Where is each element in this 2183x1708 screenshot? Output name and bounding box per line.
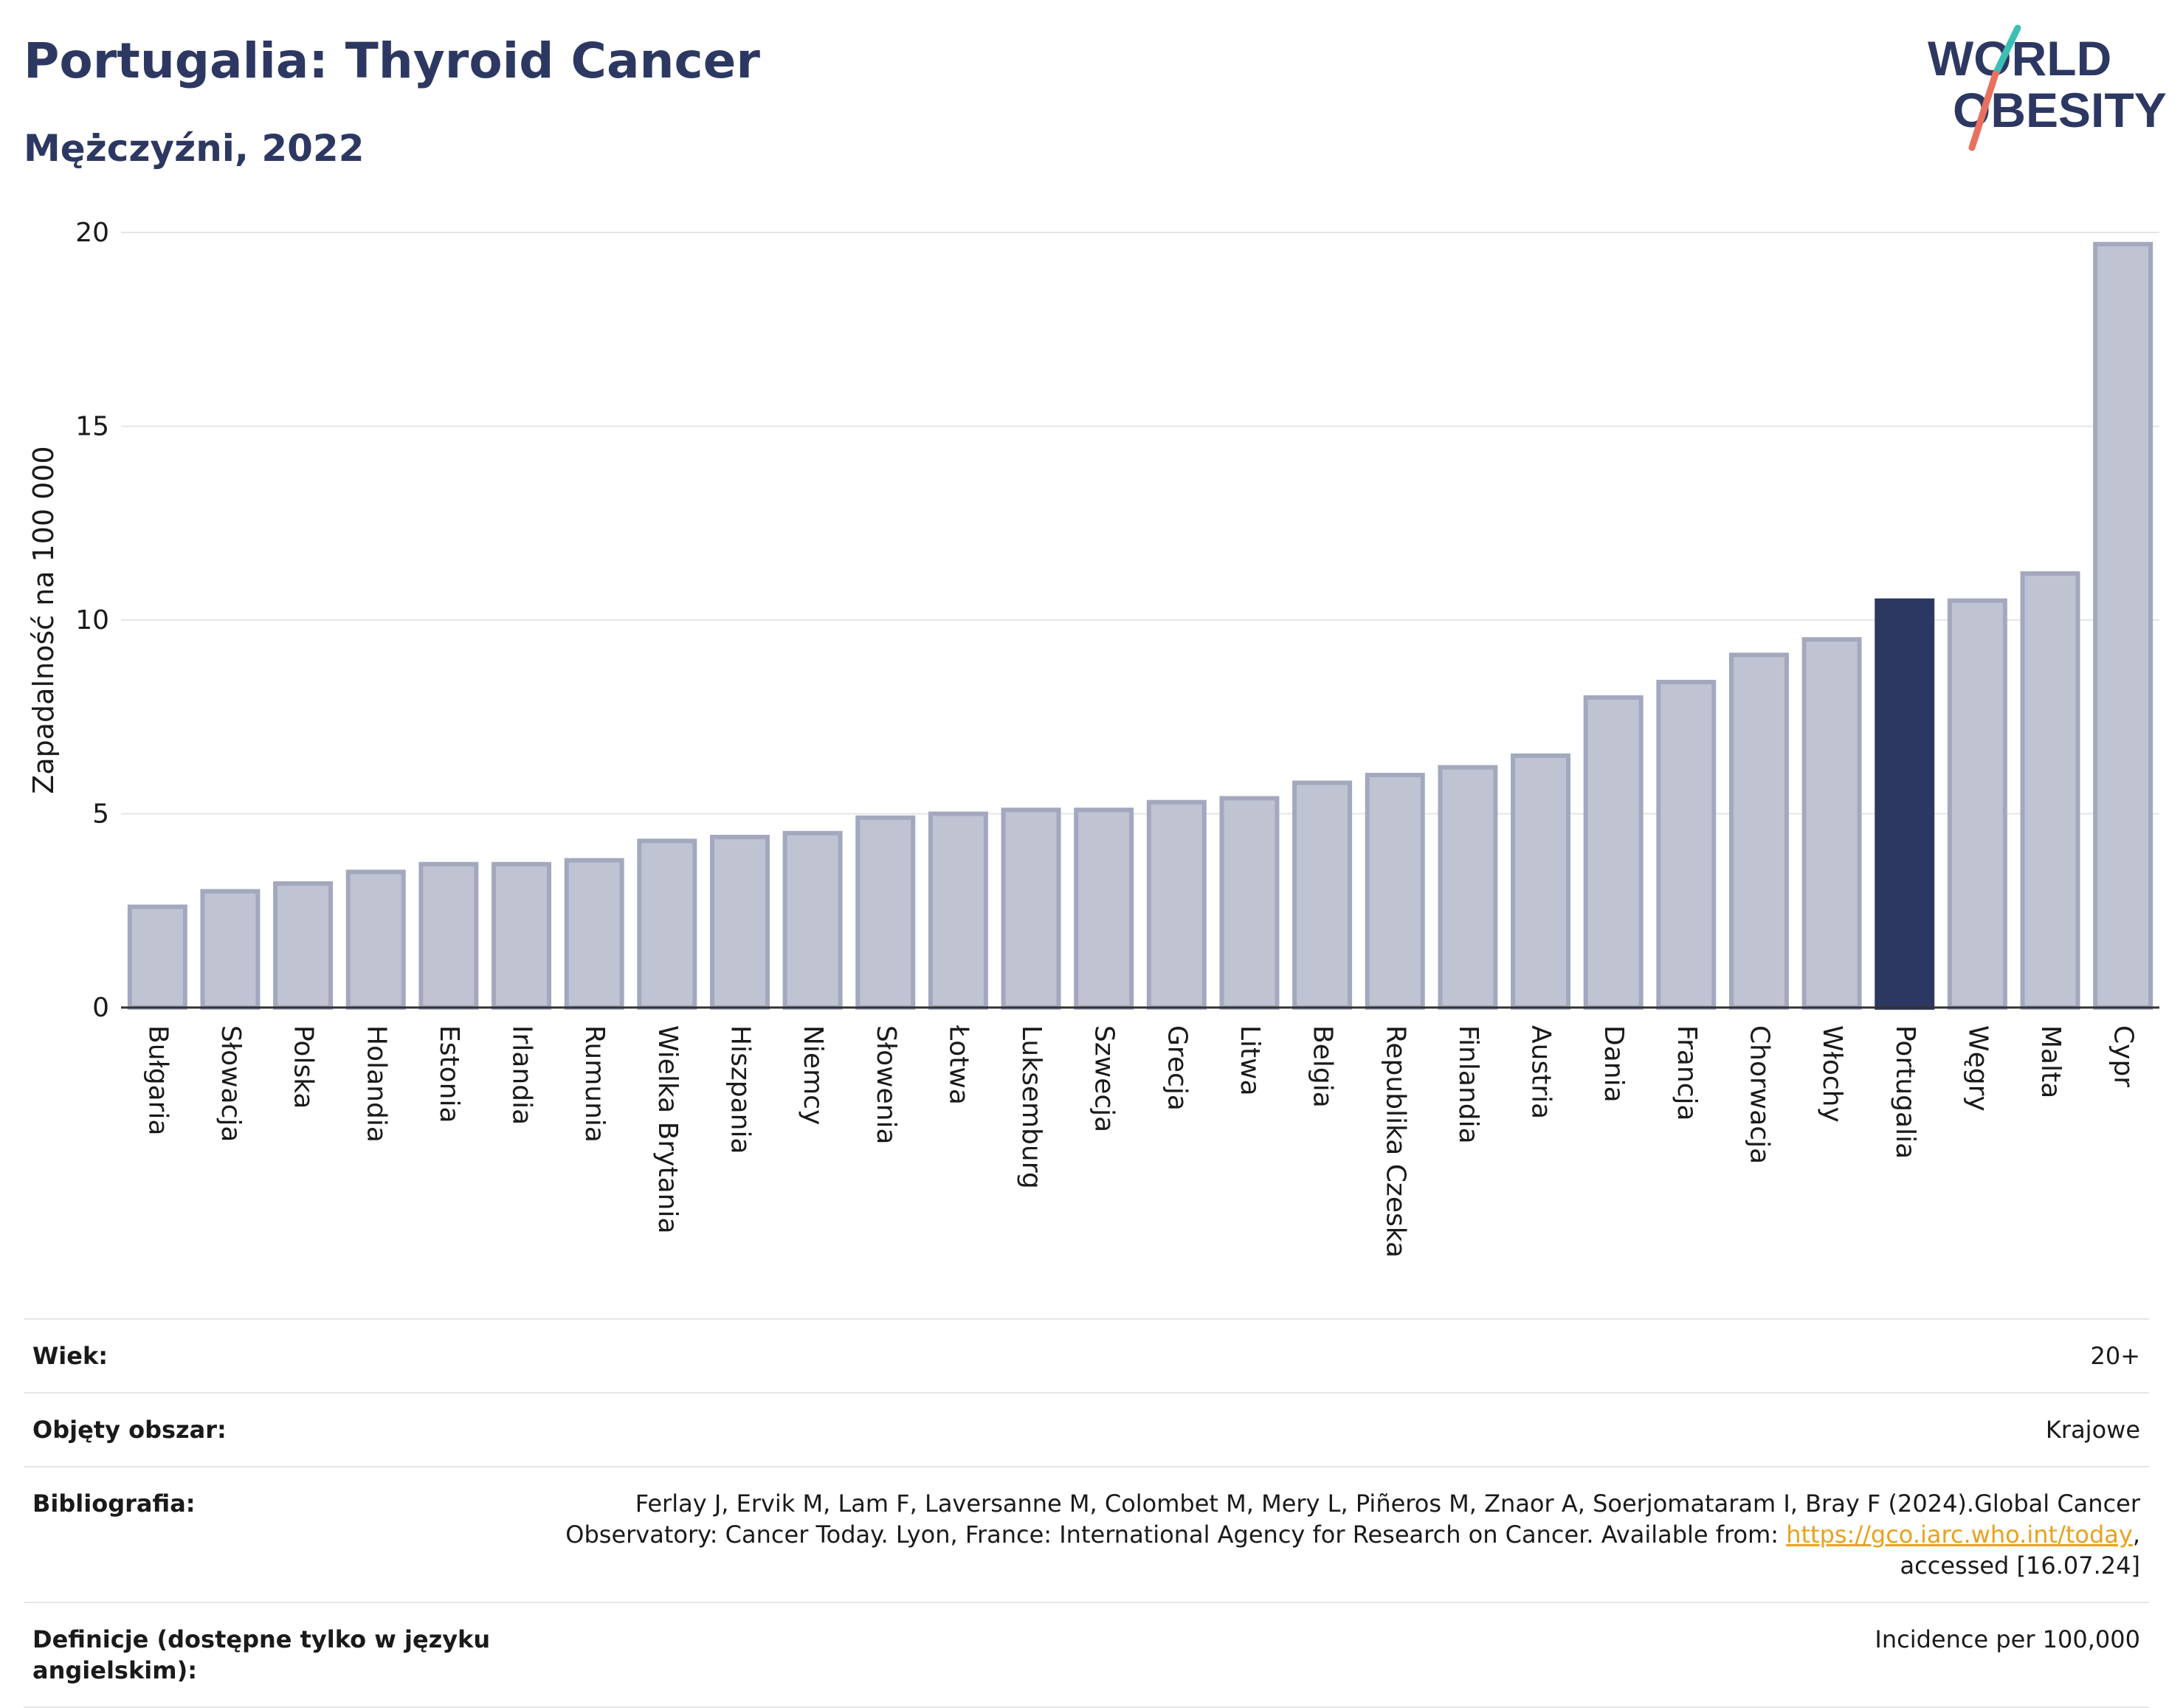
bar-Litwa — [1219, 796, 1280, 1010]
bar-Austria — [1511, 753, 1571, 1010]
x-tick-label: Francja — [1672, 1025, 1702, 1121]
bar-Niemcy — [782, 830, 843, 1010]
definitions-value: Incidence per 100,000 — [1875, 1625, 2140, 1653]
x-tick-label: Polska — [289, 1025, 319, 1109]
meta-row-bibliography: Bibliografia: Ferlay J, Ervik M, Lam F, … — [24, 1466, 2149, 1602]
bar-Francja — [1656, 680, 1717, 1010]
x-tick-label: Chorwacja — [1744, 1025, 1774, 1164]
chart-title: Portugalia: Thyroid Cancer — [24, 32, 760, 89]
bar-Republika Czeska — [1365, 773, 1425, 1010]
meta-row-definitions: Definicje (dostępne tylko w języku angie… — [24, 1602, 2149, 1708]
y-tick-label: 5 — [92, 799, 109, 830]
x-tick-label: Belgia — [1308, 1025, 1338, 1108]
bibliography-value: Ferlay J, Ervik M, Lam F, Laversanne M, … — [565, 1488, 2140, 1581]
bar-Estonia — [418, 861, 479, 1010]
x-tick-label: Szwecja — [1089, 1025, 1120, 1132]
meta-row-coverage: Objęty obszar: Krajowe — [24, 1392, 2149, 1466]
bar-Malta — [2020, 571, 2080, 1010]
x-tick-label: Austria — [1526, 1025, 1556, 1119]
bar-Rumunia — [564, 858, 624, 1010]
x-tick-label: Niemcy — [798, 1025, 828, 1125]
bar-Polska — [273, 881, 334, 1010]
bar-Belgia — [1292, 780, 1353, 1010]
x-tick-label: Włochy — [1817, 1025, 1847, 1123]
bar-Irlandia — [492, 861, 552, 1010]
x-tick-label: Luksemburg — [1016, 1025, 1046, 1189]
bar-Wielka Brytania — [637, 838, 697, 1010]
bar-Szwecja — [1074, 807, 1134, 1010]
bibliography-line-3: accessed [16.07.24] — [1900, 1552, 2140, 1580]
bibliography-label: Bibliografia: — [32, 1490, 196, 1518]
world-obesity-logo: WORLD OBESITY — [1928, 24, 2167, 151]
logo-text-world: WORLD — [1928, 31, 2111, 86]
bar-chart: 0 5 10 15 20 Zapadalność na 100 000 Bułgaria Sł… — [27, 218, 2159, 1258]
x-tick-label: Dania — [1599, 1025, 1629, 1103]
x-tick-label: Wielka Brytania — [652, 1025, 683, 1234]
bar-Holandia — [345, 870, 406, 1010]
bar-Dania — [1583, 695, 1644, 1010]
chart-subtitle: Mężczyźni, 2022 — [24, 127, 365, 170]
bar-Luksemburg — [1001, 807, 1061, 1010]
x-tick-label: Holandia — [361, 1025, 391, 1143]
x-tick-label: Finlandia — [1453, 1025, 1483, 1144]
x-tick-label: Grecja — [1162, 1025, 1192, 1111]
logo-slash-top — [1992, 24, 2021, 78]
bar-Słowenia — [855, 815, 916, 1010]
x-tick-label: Republika Czeska — [1380, 1025, 1410, 1258]
bar-Bułgaria — [127, 904, 187, 1010]
bibliography-comma: , — [2132, 1521, 2140, 1549]
meta-row-age: Wiek: 20+ — [24, 1318, 2149, 1392]
coverage-label: Objęty obszar: — [32, 1416, 227, 1444]
x-tick-label: Bułgaria — [142, 1025, 173, 1136]
bar-Chorwacja — [1728, 652, 1789, 1010]
bar-Hiszpania — [709, 835, 770, 1010]
bibliography-line-2: Observatory: Cancer Today. Lyon, France:… — [565, 1521, 1787, 1549]
bar-Portugalia — [1875, 598, 1935, 1010]
bar-Łotwa — [928, 811, 988, 1010]
x-tick-label: Portugalia — [1890, 1025, 1920, 1159]
x-tick-label: Słowacja — [215, 1025, 246, 1142]
y-tick-label: 15 — [75, 412, 109, 442]
x-tick-label: Węgry — [1962, 1025, 1993, 1112]
bar-Cypr — [2093, 241, 2153, 1010]
y-tick-label: 0 — [92, 993, 109, 1023]
bibliography-line-1: Ferlay J, Ervik M, Lam F, Laversanne M, … — [635, 1490, 2140, 1518]
age-value: 20+ — [2090, 1342, 2140, 1370]
x-tick-label: Estonia — [434, 1025, 464, 1123]
y-axis-label: Zapadalność na 100 000 — [27, 446, 60, 793]
coverage-value: Krajowe — [2045, 1416, 2140, 1444]
x-tick-label: Łotwa — [943, 1025, 973, 1105]
age-label: Wiek: — [32, 1342, 108, 1370]
bar-Włochy — [1801, 637, 1862, 1010]
bar-Węgry — [1947, 598, 2007, 1010]
x-tick-label: Słowenia — [871, 1025, 901, 1145]
logo-slash-bottom — [1968, 70, 1999, 151]
bar-Słowacja — [200, 889, 261, 1010]
metadata-table: Wiek: 20+ Objęty obszar: Krajowe Bibliog… — [24, 1318, 2149, 1708]
x-tick-label: Irlandia — [507, 1025, 537, 1125]
x-tick-label: Cypr — [2108, 1025, 2139, 1087]
x-tick-label: Malta — [2035, 1025, 2066, 1098]
definitions-label: Definicje (dostępne tylko w języku angie… — [32, 1625, 491, 1684]
x-tick-label: Rumunia — [579, 1025, 610, 1143]
y-tick-label: 10 — [75, 605, 109, 636]
bar-Grecja — [1146, 799, 1207, 1010]
x-tick-label: Hiszpania — [725, 1025, 755, 1154]
y-tick-label: 20 — [75, 218, 109, 248]
bar-Finlandia — [1438, 765, 1498, 1010]
bibliography-link[interactable]: https://gco.iarc.who.int/today — [1786, 1521, 2133, 1549]
x-tick-label: Litwa — [1235, 1025, 1265, 1096]
